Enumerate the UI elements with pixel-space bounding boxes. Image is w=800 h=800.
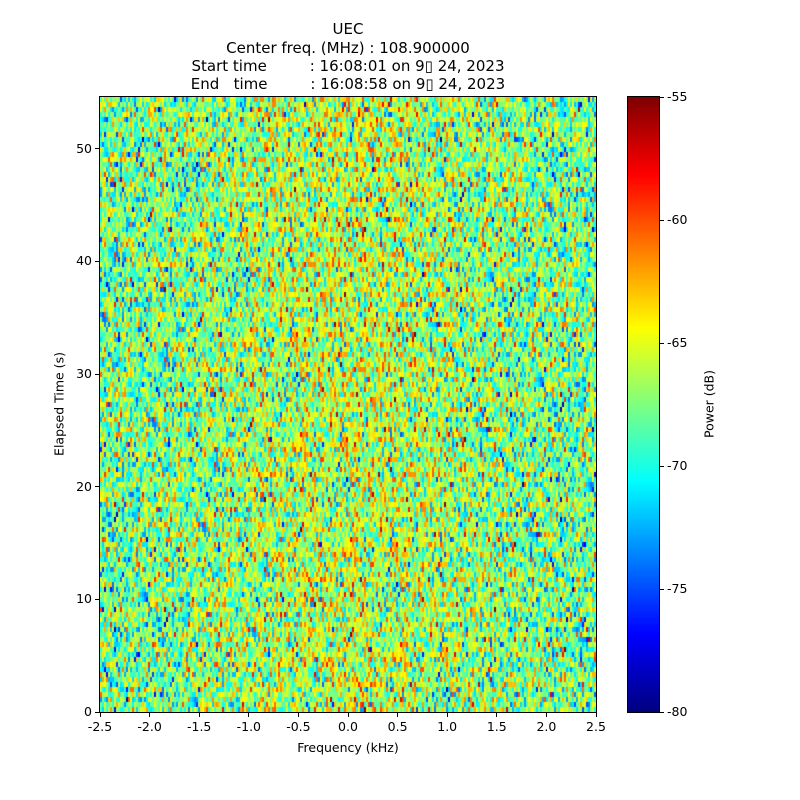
chart-title-line-4: End time : 16:08:58 on 9▯ 24, 2023 [190,75,506,93]
colorbar-tick-label: -75 [667,581,688,596]
y-tick-label: 40 [76,253,92,269]
colorbar-tick-mark [660,342,664,344]
x-axis-label: Frequency (kHz) [297,740,399,755]
x-tick-label: 2.5 [586,719,606,734]
x-tick-mark [198,713,200,717]
colorbar-tick-mark [660,711,664,713]
colorbar-tick-mark [660,96,664,98]
y-tick-label: 0 [84,704,92,719]
y-tick-label: 30 [76,366,92,382]
y-tick-mark [95,148,99,150]
y-tick-label: 50 [76,140,92,156]
x-tick-mark [297,713,299,717]
x-tick-label: -0.5 [286,719,311,734]
x-tick-label: -1.0 [236,719,261,734]
x-tick-mark [397,713,399,717]
x-tick-label: -2.0 [137,719,162,734]
y-tick-label: 20 [76,478,92,494]
colorbar-tick-label: -80 [667,704,688,719]
colorbar-tick-label: -65 [667,335,688,350]
y-axis-label: Elapsed Time (s) [51,352,67,456]
x-tick-mark [545,713,547,717]
x-tick-mark [149,713,151,717]
x-tick-label: 0.0 [338,719,358,734]
chart-title-line-2: Center freq. (MHz) : 108.900000 [226,39,470,57]
colorbar-tick-label: -60 [667,212,688,227]
y-tick-mark [95,373,99,375]
spectrogram-heatmap [100,97,596,712]
x-tick-label: 1.5 [486,719,507,734]
x-tick-label: 2.0 [536,719,557,734]
x-tick-mark [99,713,101,717]
colorbar-tick-label: -55 [667,89,688,104]
y-tick-mark [95,598,99,600]
x-tick-mark [496,713,498,717]
chart-title-line-3: Start time : 16:08:01 on 9▯ 24, 2023 [191,57,505,75]
colorbar-label: Power (dB) [701,369,717,439]
colorbar-tick-label: -70 [667,458,688,473]
y-tick-label: 10 [76,591,92,607]
colorbar [628,97,659,712]
x-tick-mark [248,713,250,717]
colorbar-tick-mark [660,465,664,467]
colorbar-tick-mark [660,219,664,221]
y-tick-mark [95,711,99,713]
y-tick-mark [95,260,99,262]
x-tick-mark [347,713,349,717]
x-tick-label: -1.5 [186,719,212,734]
x-tick-mark [446,713,448,717]
x-tick-label: 1.0 [437,719,458,734]
x-tick-label: 0.5 [387,719,408,734]
x-tick-label: -2.5 [87,719,113,734]
chart-title-line-1: UEC [332,20,364,38]
y-tick-mark [95,486,99,488]
x-tick-mark [595,713,597,717]
colorbar-tick-mark [660,588,664,590]
